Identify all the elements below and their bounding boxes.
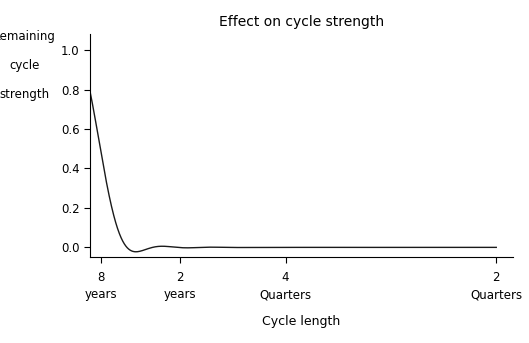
Text: 4: 4 <box>282 271 289 284</box>
Text: Quarters: Quarters <box>470 288 522 301</box>
Text: 8: 8 <box>97 271 105 284</box>
Title: Effect on cycle strength: Effect on cycle strength <box>219 15 384 29</box>
Text: 2: 2 <box>176 271 184 284</box>
Text: Remaining: Remaining <box>0 30 56 43</box>
Text: 2: 2 <box>492 271 500 284</box>
Text: Cycle length: Cycle length <box>262 315 341 328</box>
Text: years: years <box>164 288 196 301</box>
Text: cycle: cycle <box>9 59 40 72</box>
Text: strength: strength <box>0 88 49 101</box>
Text: years: years <box>85 288 117 301</box>
Text: Quarters: Quarters <box>259 288 312 301</box>
